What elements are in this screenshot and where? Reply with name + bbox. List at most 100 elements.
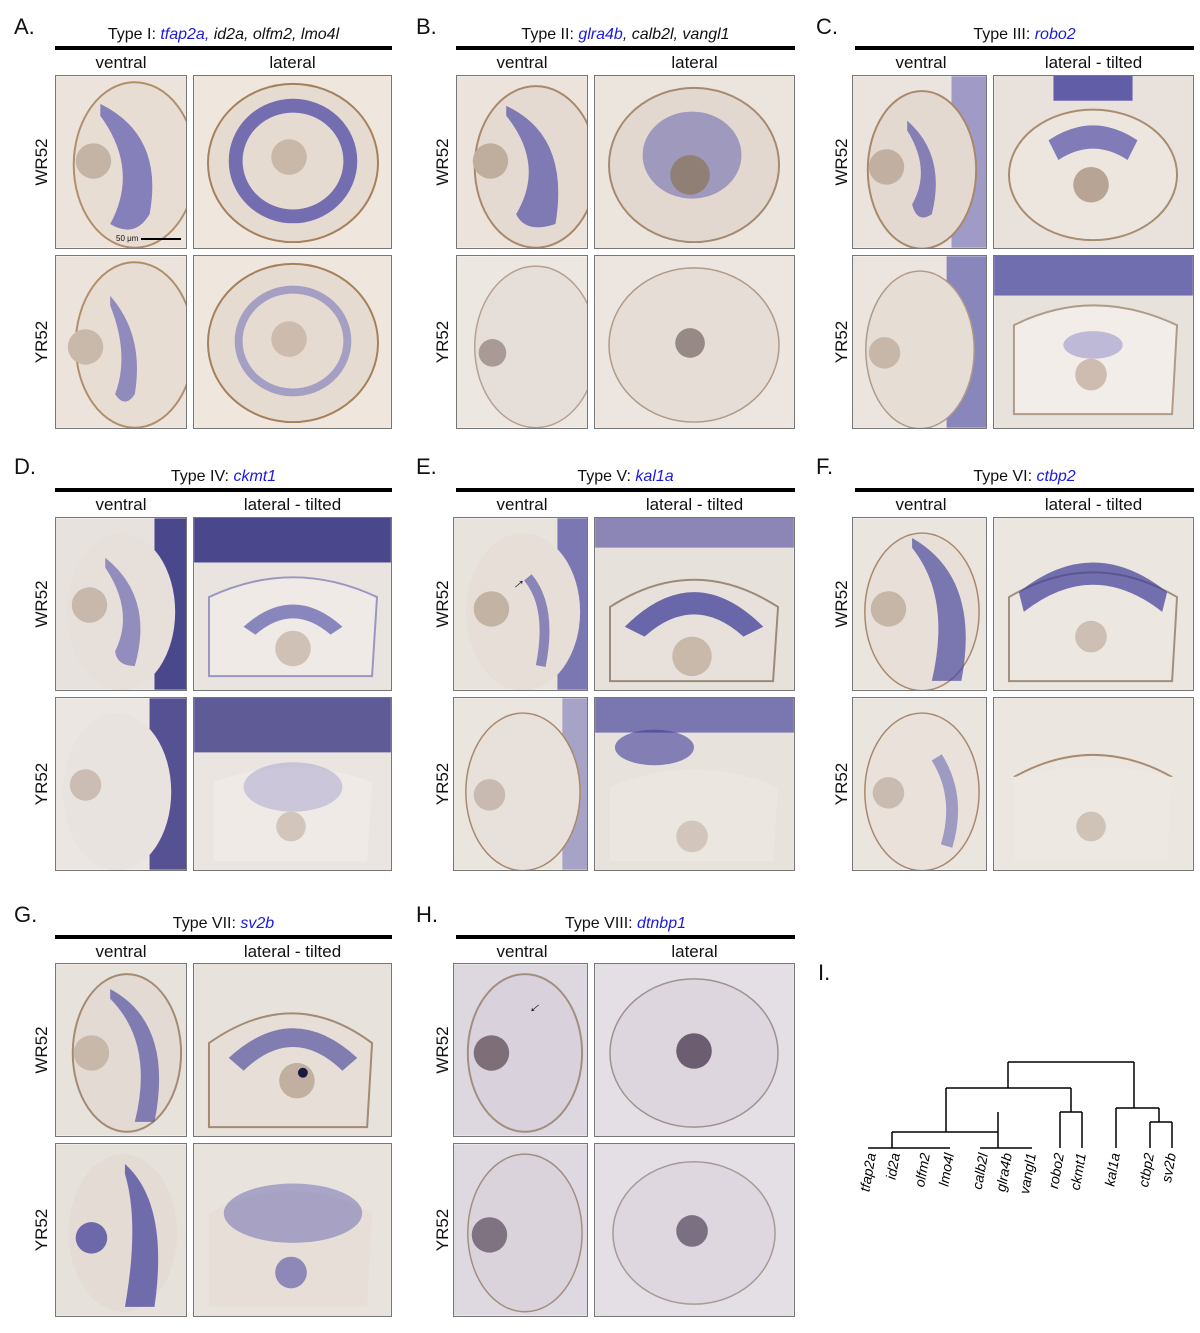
col-header-lateral-tilted: lateral - tilted [645, 495, 744, 514]
gene-highlight: kal1a [635, 468, 674, 485]
title-prefix: Type V: [577, 468, 636, 485]
micrograph-lateral-wr52 [594, 963, 795, 1137]
panel-letter: I. [818, 960, 831, 985]
micrograph-lateral-tilted-wr52 [993, 75, 1194, 249]
gene-highlight: ckmt1 [233, 468, 277, 485]
micrograph-ventral-wr52 [55, 517, 187, 691]
row-label-yr52: YR52 [32, 762, 51, 806]
col-header-lateral-tilted: lateral - tilted [1044, 495, 1143, 514]
title-rule [55, 46, 392, 50]
micrograph-ventral-yr52 [55, 1143, 187, 1317]
row-label-yr52: YR52 [433, 1208, 452, 1252]
col-header-ventral: ventral [895, 53, 947, 72]
row-label-wr52: WR52 [433, 1026, 452, 1074]
row-label-wr52: WR52 [832, 138, 851, 186]
title-prefix: Type VIII: [565, 915, 638, 932]
panel-letter: D. [14, 454, 36, 479]
micrograph-lateral-wr52 [594, 75, 795, 249]
row-label-wr52: WR52 [32, 138, 51, 186]
row-label-yr52: YR52 [32, 320, 51, 364]
title-prefix: Type I: [107, 26, 161, 43]
micrograph-lateral-tilted-yr52 [993, 255, 1194, 429]
micrograph-ventral-yr52 [453, 697, 588, 871]
gene-rest: , calb2l, vangl1 [622, 26, 730, 43]
micrograph-lateral-tilted-wr52 [594, 517, 795, 691]
row-label-yr52: YR52 [433, 320, 452, 364]
leaf-label-vangl1: vangl1 [1016, 1152, 1039, 1195]
leaf-label-glra4b: glra4b [992, 1152, 1015, 1193]
col-header-ventral: ventral [496, 53, 548, 72]
title-rule [456, 488, 795, 492]
leaf-label-tfap2a: tfap2a [856, 1152, 879, 1193]
panel-letter: B. [416, 14, 437, 39]
panel-letter: A. [14, 14, 35, 39]
micrograph-ventral-yr52 [852, 255, 987, 429]
panel-title: Type II: glra4b, calb2l, vangl1 [456, 26, 795, 44]
row-label-yr52: YR52 [832, 320, 851, 364]
leaf-label-olfm2: olfm2 [911, 1152, 933, 1189]
leaf-label-ctbp2: ctbp2 [1135, 1152, 1157, 1189]
micrograph-ventral-yr52 [456, 255, 588, 429]
gene-rest: id2a, olfm2, lmo4l [209, 26, 340, 43]
row-label-yr52: YR52 [832, 762, 851, 806]
row-label-wr52: WR52 [32, 1026, 51, 1074]
micrograph-ventral-yr52 [55, 255, 187, 429]
leaf-label-ckmt1: ckmt1 [1067, 1152, 1089, 1192]
gene-highlight: dtnbp1 [637, 915, 686, 932]
col-header-ventral: ventral [95, 942, 147, 961]
micrograph-lateral-tilted-yr52 [993, 697, 1194, 871]
panel-title: Type V: kal1a [456, 468, 795, 486]
col-header-ventral: ventral [895, 495, 947, 514]
row-label-wr52: WR52 [433, 580, 452, 628]
title-prefix: Type VI: [973, 468, 1037, 485]
micrograph-lateral-tilted-yr52 [193, 697, 392, 871]
micrograph-lateral-yr52 [594, 255, 795, 429]
micrograph-ventral-wr52: 50 μm [55, 75, 187, 249]
micrograph-ventral-wr52 [55, 963, 187, 1137]
micrograph-lateral-tilted-wr52 [193, 963, 392, 1137]
micrograph-ventral-yr52 [55, 697, 187, 871]
micrograph-ventral-wr52 [456, 75, 588, 249]
col-header-ventral: ventral [95, 495, 147, 514]
col-header-lateral-tilted: lateral - tilted [243, 942, 342, 961]
col-header-lateral: lateral [671, 942, 718, 961]
gene-highlight: sv2b [240, 915, 275, 932]
micrograph-ventral-wr52 [852, 517, 987, 691]
row-label-yr52: YR52 [433, 762, 452, 806]
scale-bar: 50 μm [116, 234, 181, 243]
col-header-ventral: ventral [95, 53, 147, 72]
col-header-lateral-tilted: lateral - tilted [243, 495, 342, 514]
gene-highlight: robo2 [1034, 26, 1076, 43]
dendrogram-branches [868, 1061, 1173, 1149]
row-label-wr52: WR52 [32, 580, 51, 628]
micrograph-ventral-yr52 [453, 1143, 588, 1317]
micrograph-lateral-yr52 [594, 1143, 795, 1317]
micrograph-ventral-yr52 [852, 697, 987, 871]
title-prefix: Type IV: [170, 468, 234, 485]
micrograph-ventral-wr52: → [453, 517, 588, 691]
panel-title: Type IV: ckmt1 [55, 468, 392, 486]
title-prefix: Type VII: [172, 915, 241, 932]
micrograph-lateral-tilted-yr52 [193, 1143, 392, 1317]
leaf-label-kal1a: kal1a [1101, 1152, 1123, 1188]
title-rule [855, 46, 1194, 50]
gene-highlight: tfap2a, [160, 26, 210, 43]
col-header-ventral: ventral [496, 942, 548, 961]
panel-title: Type I: tfap2a, id2a, olfm2, lmo4l [55, 26, 392, 44]
micrograph-ventral-wr52: → [453, 963, 588, 1137]
panel-title: Type VIII: dtnbp1 [456, 915, 795, 933]
title-rule [55, 488, 392, 492]
micrograph-ventral-wr52 [852, 75, 987, 249]
col-header-lateral: lateral [269, 53, 316, 72]
col-header-lateral-tilted: lateral - tilted [1044, 53, 1143, 72]
dendrogram: tfap2a id2a olfm2 lmo4l calb2l glra4b vangl1 ro… [856, 1061, 1179, 1195]
micrograph-lateral-tilted-wr52 [993, 517, 1194, 691]
gene-highlight: ctbp2 [1036, 468, 1076, 485]
leaf-label-calb2l: calb2l [969, 1151, 991, 1191]
panel-letter: H. [416, 902, 438, 927]
panel-letter: F. [816, 454, 834, 479]
title-rule [456, 935, 795, 939]
col-header-lateral: lateral [671, 53, 718, 72]
title-rule [855, 488, 1194, 492]
title-prefix: Type II: [521, 26, 579, 43]
